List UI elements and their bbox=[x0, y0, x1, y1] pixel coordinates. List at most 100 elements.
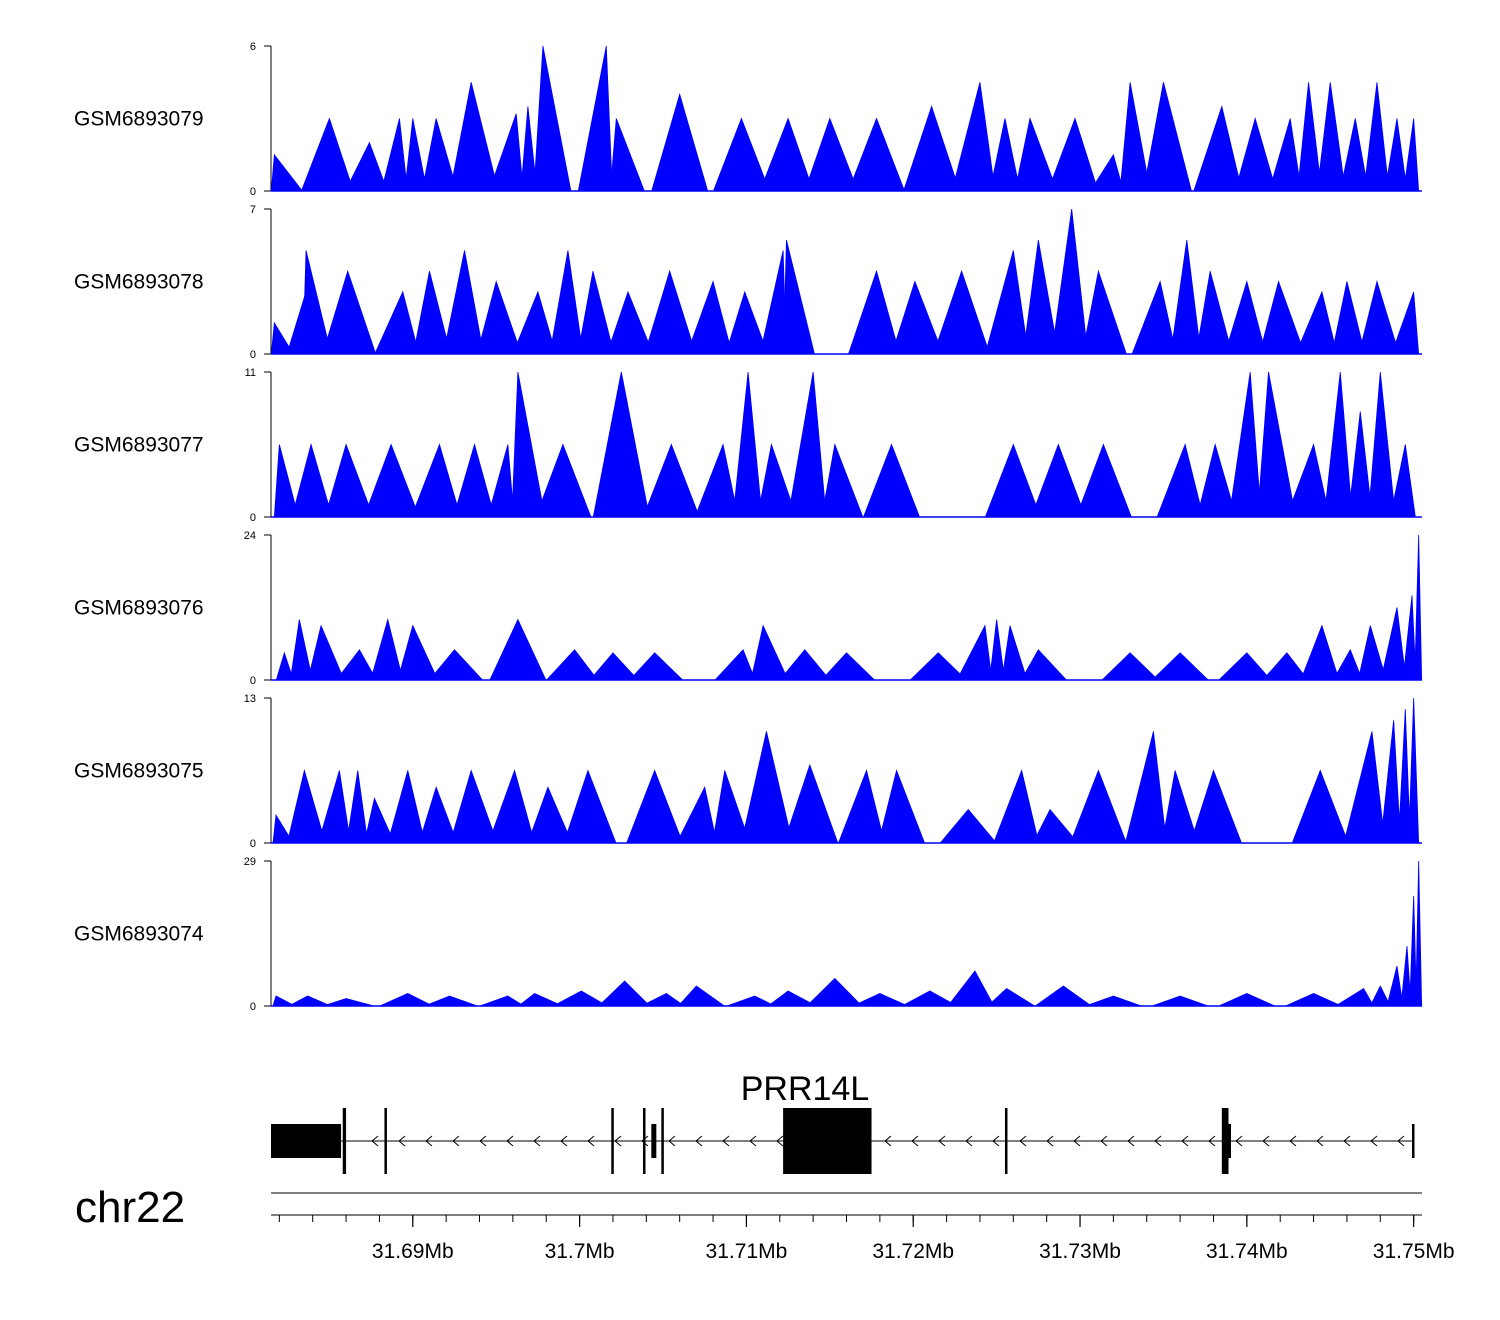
peak-mark bbox=[442, 250, 484, 355]
peak-mark bbox=[956, 624, 993, 681]
peak-mark bbox=[644, 269, 697, 355]
peak-mark bbox=[1259, 280, 1306, 355]
peak-mark bbox=[651, 92, 709, 192]
peak-mark bbox=[322, 269, 377, 355]
peak-mark bbox=[759, 250, 787, 355]
peak-mark bbox=[289, 619, 313, 681]
peak-mark bbox=[275, 651, 294, 681]
peak-mark bbox=[901, 990, 959, 1007]
peak-mark bbox=[951, 82, 996, 192]
peak-mark bbox=[1408, 697, 1420, 844]
peak-mark bbox=[933, 269, 991, 355]
peak-mark bbox=[527, 786, 573, 844]
track-GSM6893077: 11 0 GSM6893077 bbox=[74, 367, 1422, 524]
strand-arrow bbox=[1073, 1135, 1081, 1147]
peak-mark bbox=[878, 769, 926, 844]
peak-mark bbox=[1151, 995, 1209, 1007]
peak-mark bbox=[1047, 117, 1099, 192]
peak-mark bbox=[1415, 860, 1423, 1007]
strand-arrow bbox=[1235, 1135, 1243, 1147]
strand-arrow bbox=[695, 1135, 703, 1147]
peak-mark bbox=[726, 995, 775, 1007]
peak-mark bbox=[272, 995, 296, 1007]
peak-mark bbox=[549, 250, 584, 355]
peak-mark bbox=[322, 998, 375, 1007]
peak-mark bbox=[291, 442, 333, 518]
peak-mark bbox=[712, 117, 770, 192]
y-tick-min-label: 0 bbox=[250, 838, 256, 850]
peak-mark bbox=[370, 618, 404, 681]
strand-arrow bbox=[452, 1135, 460, 1147]
peak-mark bbox=[1316, 82, 1346, 192]
peak-mark bbox=[449, 82, 499, 192]
peak-mark bbox=[344, 141, 389, 192]
peak-mark bbox=[1161, 770, 1199, 844]
peak-mark bbox=[307, 624, 345, 681]
peak-mark bbox=[421, 118, 458, 192]
peak-mark bbox=[1409, 895, 1418, 1007]
strand-arrow bbox=[965, 1135, 973, 1147]
peak-mark bbox=[1085, 995, 1142, 1007]
gene-exon bbox=[271, 1124, 342, 1158]
peak-mark bbox=[520, 106, 538, 192]
gene-model: PRR14L bbox=[271, 1070, 1415, 1174]
peak-mark bbox=[1069, 769, 1127, 844]
peak-mark bbox=[805, 977, 863, 1007]
peak-mark bbox=[1297, 82, 1323, 192]
y-tick-max-label: 13 bbox=[244, 693, 256, 705]
peak-mark bbox=[535, 443, 592, 518]
peak-mark bbox=[778, 649, 831, 681]
peak-mark bbox=[1156, 443, 1204, 518]
peak-mark bbox=[1414, 534, 1423, 681]
peak-mark bbox=[1363, 82, 1390, 192]
peak-mark bbox=[1131, 280, 1177, 355]
genomic-axis: chr22 31.69Mb 31.7Mb 31.71Mb 31.72Mb 31.73Mb… bbox=[75, 1183, 1455, 1263]
peak-mark bbox=[847, 269, 901, 355]
y-tick-max-label: 11 bbox=[245, 367, 256, 379]
peak-mark bbox=[533, 45, 572, 192]
peak-mark bbox=[1234, 117, 1277, 192]
peak-mark bbox=[1386, 965, 1404, 1007]
peak-mark bbox=[1119, 82, 1151, 192]
strand-arrow bbox=[587, 1135, 595, 1147]
peak-mark bbox=[563, 769, 617, 844]
peak-mark bbox=[947, 970, 995, 1007]
peak-mark bbox=[1224, 280, 1267, 355]
peak-mark bbox=[628, 652, 684, 681]
peak-mark bbox=[1030, 443, 1086, 518]
peak-mark bbox=[1022, 240, 1059, 355]
peak-mark bbox=[642, 443, 700, 518]
peak-mark bbox=[1193, 104, 1243, 192]
peak-mark bbox=[1334, 987, 1375, 1007]
y-tick-min-label: 0 bbox=[250, 349, 256, 361]
peak-mark bbox=[346, 770, 369, 844]
peak-mark bbox=[363, 797, 396, 844]
peak-mark bbox=[989, 619, 1006, 681]
peak-mark bbox=[424, 995, 478, 1007]
strand-arrow bbox=[641, 1135, 649, 1147]
peak-mark bbox=[1332, 648, 1363, 681]
peak-mark bbox=[374, 290, 420, 355]
peak-mark bbox=[511, 371, 546, 518]
peak-mark bbox=[903, 105, 961, 192]
peak-mark bbox=[909, 652, 968, 681]
strand-arrow bbox=[884, 1135, 892, 1147]
peak-mark bbox=[993, 769, 1040, 844]
track-GSM6893079: 6 0 GSM6893079 bbox=[74, 41, 1422, 198]
strand-arrow bbox=[560, 1135, 568, 1147]
strand-arrow bbox=[1046, 1135, 1054, 1147]
peak-mark bbox=[270, 153, 304, 192]
peak-mark bbox=[852, 993, 909, 1007]
peak-mark bbox=[324, 443, 374, 518]
gene-label: PRR14L bbox=[741, 1070, 870, 1108]
strand-arrow bbox=[668, 1135, 676, 1147]
track-label: GSM6893078 bbox=[74, 271, 204, 294]
y-tick-max-label: 29 bbox=[244, 856, 256, 868]
y-tick-max-label: 24 bbox=[244, 530, 256, 542]
peak-mark bbox=[1369, 985, 1391, 1007]
peak-mark bbox=[380, 118, 408, 192]
peak-mark bbox=[272, 813, 294, 844]
x-tick-label: 31.69Mb bbox=[372, 1240, 454, 1263]
peak-mark bbox=[1389, 444, 1416, 518]
peak-mark bbox=[428, 649, 484, 681]
